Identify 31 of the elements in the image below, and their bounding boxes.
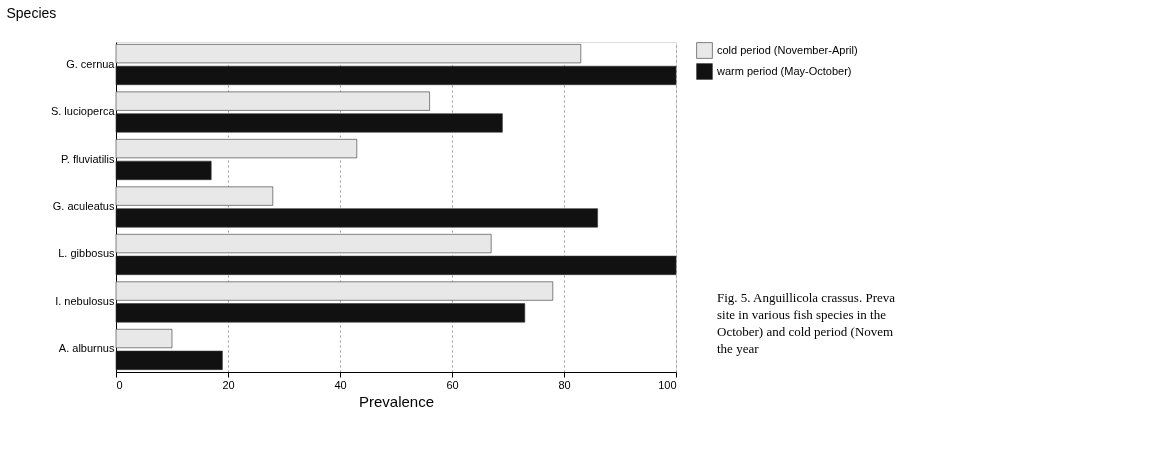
x-tick-label: 80: [558, 378, 571, 391]
bar: [115, 281, 554, 301]
x-tick-label: 100: [658, 378, 677, 391]
y-tick-label: I. nebulosus: [55, 294, 115, 307]
bar: [115, 139, 358, 159]
y-tick-label: A. alburnus: [58, 342, 115, 355]
y-tick-label: G. aculeatus: [52, 200, 115, 212]
bar: [115, 303, 526, 323]
bar: [115, 160, 212, 180]
x-axis-title: Prevalence: [358, 392, 435, 410]
y-tick-label: S. lucioperca: [50, 105, 116, 118]
y-tick-label: L. gibbosus: [58, 247, 115, 260]
x-tick-label: 20: [222, 378, 235, 391]
caption: Fig. 5. Anguillicola crassus. Preva site in various fish species in the October) and cold period (Novem the year: [717, 290, 896, 356]
y-tick-label: G. cernua: [66, 57, 116, 70]
x-tick-label: 40: [334, 378, 347, 391]
bar: [115, 208, 598, 228]
bar: [115, 91, 430, 111]
x-tick-label: 0: [116, 378, 123, 391]
bar: [115, 255, 677, 275]
bar: [115, 65, 677, 86]
bar: [115, 113, 503, 133]
y-tick-label: P. fluviatilis: [60, 152, 115, 165]
legend-label: cold period (November-April): [717, 43, 858, 56]
bar: [115, 186, 274, 206]
bar: [115, 328, 173, 349]
x-tick-label: 60: [446, 378, 459, 391]
y-axis-title: Species: [6, 4, 57, 21]
bar: [115, 350, 223, 370]
legend-label: warm period (May-October): [716, 64, 852, 77]
bar: [115, 234, 492, 254]
